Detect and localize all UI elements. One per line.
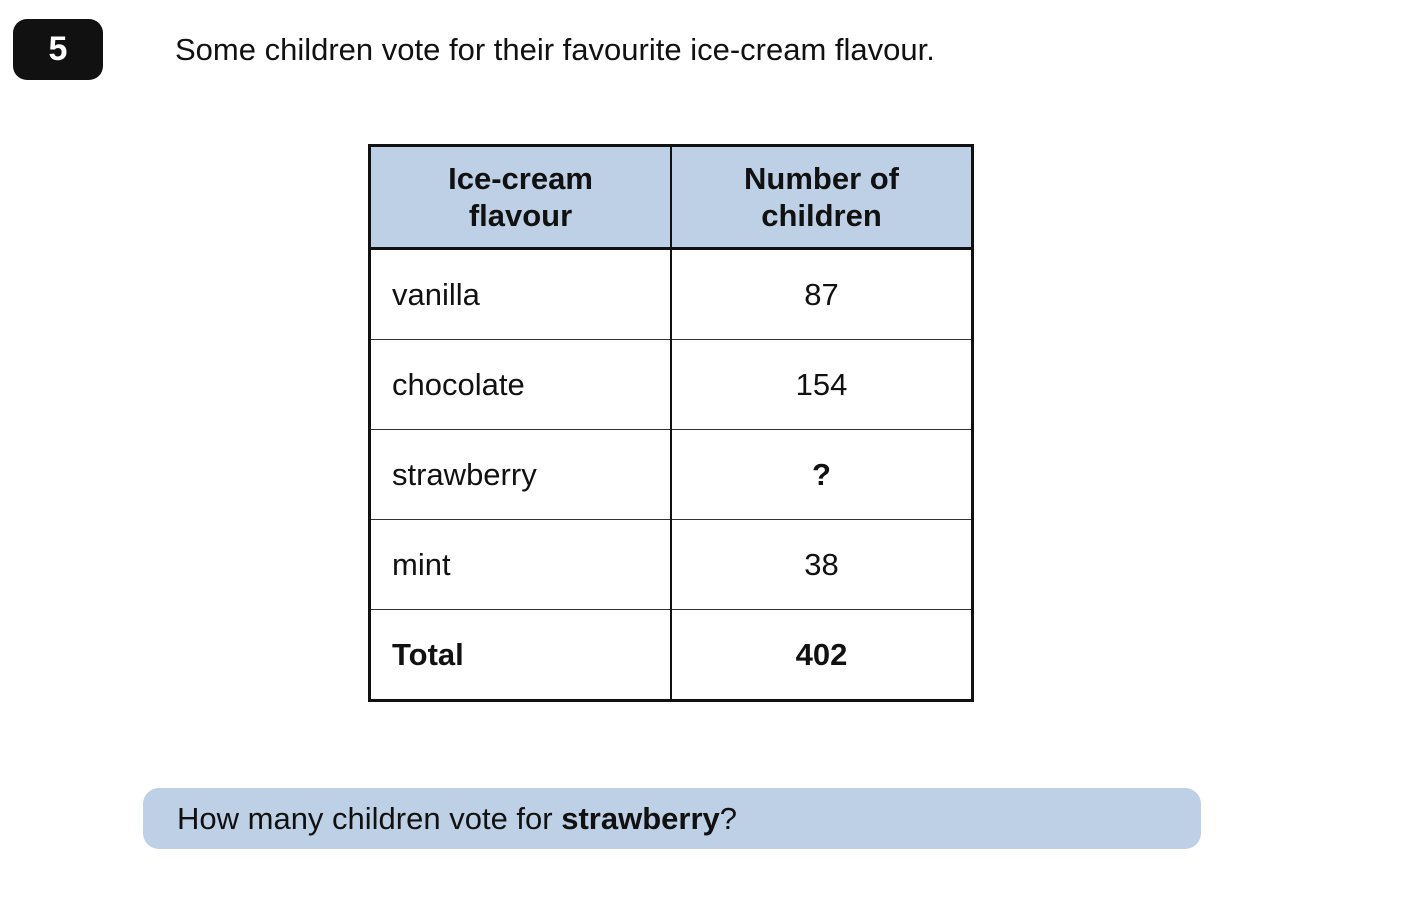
count-cell-unknown: ? [670, 429, 973, 520]
total-label: Total [369, 609, 672, 701]
intro-text: Some children vote for their favourite i… [175, 32, 935, 67]
votes-table: Ice-cream flavour Number of children van… [368, 144, 974, 702]
table-row: chocolate 154 [369, 339, 973, 430]
question-suffix: ? [719, 800, 737, 836]
total-row: Total 402 [369, 609, 973, 701]
count-cell: 38 [670, 519, 973, 610]
header-count-line1: Number of [744, 161, 899, 196]
header-flavour: Ice-cream flavour [368, 144, 672, 250]
question-emphasis: strawberry [561, 800, 720, 836]
header-flavour-line1: Ice-cream [448, 161, 593, 196]
count-cell: 87 [670, 248, 973, 340]
header-flavour-line2: flavour [468, 198, 573, 233]
flavour-cell: vanilla [369, 248, 672, 340]
table-row: strawberry ? [369, 429, 973, 520]
flavour-cell: mint [369, 519, 672, 610]
table-row: vanilla 87 [369, 248, 973, 340]
header-count: Number of children [670, 144, 974, 250]
flavour-cell: strawberry [369, 429, 672, 520]
question-prefix: How many children vote for [177, 800, 562, 836]
table-header-row: Ice-cream flavour Number of children [368, 144, 974, 250]
question-number: 5 [48, 30, 68, 68]
table-row: mint 38 [369, 519, 973, 610]
question-box: How many children vote for strawberry? [143, 788, 1201, 849]
question-text: How many children vote for strawberry? [177, 801, 737, 837]
total-count: 402 [670, 609, 973, 701]
question-number-badge: 5 [13, 19, 103, 80]
header-count-line2: children [761, 198, 882, 233]
count-cell: 154 [670, 339, 973, 430]
flavour-cell: chocolate [369, 339, 672, 430]
